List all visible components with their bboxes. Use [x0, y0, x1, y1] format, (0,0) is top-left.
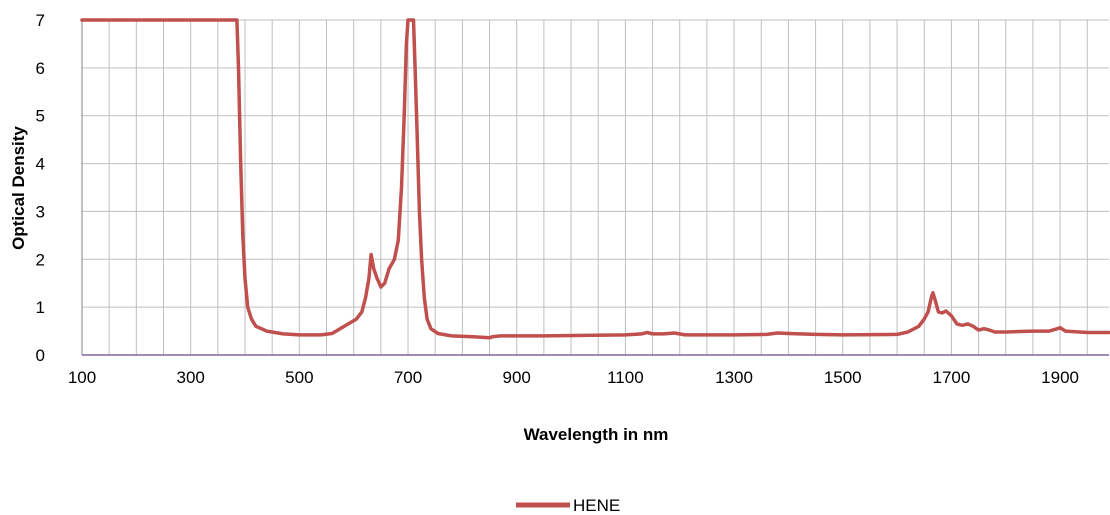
y-tick-label-1: 1 — [36, 298, 45, 317]
y-tick-label-7: 7 — [36, 11, 45, 30]
axes — [81, 20, 1109, 356]
x-tick-label-1300: 1300 — [715, 368, 753, 387]
y-axis-title: Optical Density — [9, 126, 28, 250]
x-tick-label-100: 100 — [68, 368, 96, 387]
x-tick-labels: 100 300 500 700 900 1100 1300 1500 1700 1900 — [68, 368, 1079, 387]
series-group — [80, 18, 1110, 340]
horizontal-gridlines — [82, 19, 1109, 308]
x-tick-label-500: 500 — [285, 368, 313, 387]
x-tick-label-1100: 1100 — [607, 368, 644, 387]
y-tick-labels: 0 1 2 3 4 5 6 7 — [36, 11, 45, 365]
y-tick-label-6: 6 — [36, 59, 45, 78]
x-tick-label-1700: 1700 — [933, 368, 971, 387]
x-tick-label-900: 900 — [503, 368, 531, 387]
x-tick-label-300: 300 — [176, 368, 204, 387]
legend-label-hene: HENE — [573, 496, 620, 515]
legend: HENE — [516, 496, 620, 515]
x-tick-label-700: 700 — [394, 368, 422, 387]
x-tick-label-1500: 1500 — [824, 368, 862, 387]
series-line-hene — [80, 18, 1110, 340]
y-tick-label-5: 5 — [36, 107, 45, 126]
y-tick-label-0: 0 — [36, 346, 45, 365]
y-tick-label-2: 2 — [36, 250, 45, 269]
x-tick-label-1900: 1900 — [1041, 368, 1079, 387]
y-tick-label-3: 3 — [36, 202, 45, 221]
vertical-gridlines — [108, 20, 1088, 355]
y-tick-label-4: 4 — [36, 155, 45, 174]
x-axis-title: Wavelength in nm — [524, 425, 669, 444]
